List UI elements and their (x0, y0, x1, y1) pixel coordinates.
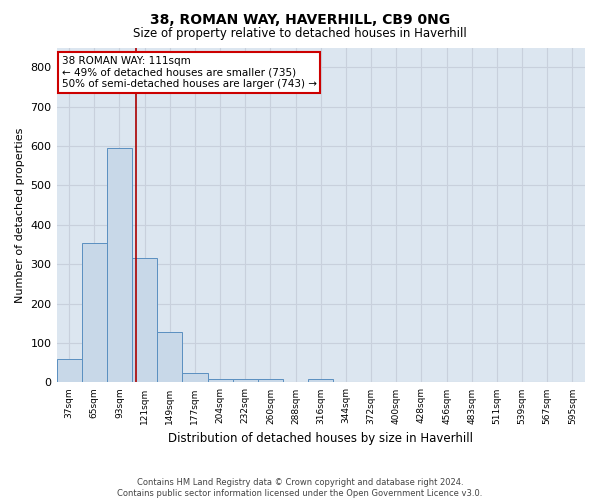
Text: Contains HM Land Registry data © Crown copyright and database right 2024.
Contai: Contains HM Land Registry data © Crown c… (118, 478, 482, 498)
Bar (208, 380, 233, 382)
Text: Size of property relative to detached houses in Haverhill: Size of property relative to detached ho… (133, 28, 467, 40)
X-axis label: Distribution of detached houses by size in Haverhill: Distribution of detached houses by size … (168, 432, 473, 445)
Bar (132, 258, 157, 382)
Bar (258, 380, 283, 382)
Bar (82, 242, 107, 382)
Text: 38, ROMAN WAY, HAVERHILL, CB9 0NG: 38, ROMAN WAY, HAVERHILL, CB9 0NG (150, 12, 450, 26)
Bar (308, 380, 334, 382)
Bar (107, 148, 132, 382)
Bar (56, 359, 82, 382)
Y-axis label: Number of detached properties: Number of detached properties (15, 128, 25, 302)
Bar (182, 372, 208, 382)
Bar (157, 332, 182, 382)
Bar (233, 380, 258, 382)
Text: 38 ROMAN WAY: 111sqm
← 49% of detached houses are smaller (735)
50% of semi-deta: 38 ROMAN WAY: 111sqm ← 49% of detached h… (62, 56, 317, 89)
